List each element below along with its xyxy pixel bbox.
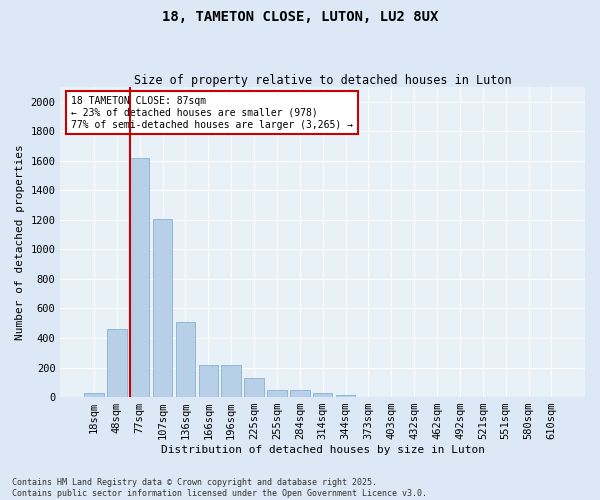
Bar xyxy=(130,158,149,397)
Title: Size of property relative to detached houses in Luton: Size of property relative to detached ho… xyxy=(134,74,512,87)
X-axis label: Distribution of detached houses by size in Luton: Distribution of detached houses by size … xyxy=(161,445,485,455)
Bar xyxy=(313,394,332,397)
Bar xyxy=(290,390,310,397)
Bar xyxy=(221,366,241,397)
Bar xyxy=(244,378,264,397)
Y-axis label: Number of detached properties: Number of detached properties xyxy=(15,144,25,340)
Bar xyxy=(153,219,172,397)
Bar xyxy=(176,322,195,397)
Bar xyxy=(267,390,287,397)
Text: 18, TAMETON CLOSE, LUTON, LU2 8UX: 18, TAMETON CLOSE, LUTON, LU2 8UX xyxy=(162,10,438,24)
Text: 18 TAMETON CLOSE: 87sqm
← 23% of detached houses are smaller (978)
77% of semi-d: 18 TAMETON CLOSE: 87sqm ← 23% of detache… xyxy=(71,96,353,130)
Bar xyxy=(107,329,127,397)
Bar xyxy=(199,366,218,397)
Bar xyxy=(336,396,355,397)
Text: Contains HM Land Registry data © Crown copyright and database right 2025.
Contai: Contains HM Land Registry data © Crown c… xyxy=(12,478,427,498)
Bar xyxy=(84,392,104,397)
